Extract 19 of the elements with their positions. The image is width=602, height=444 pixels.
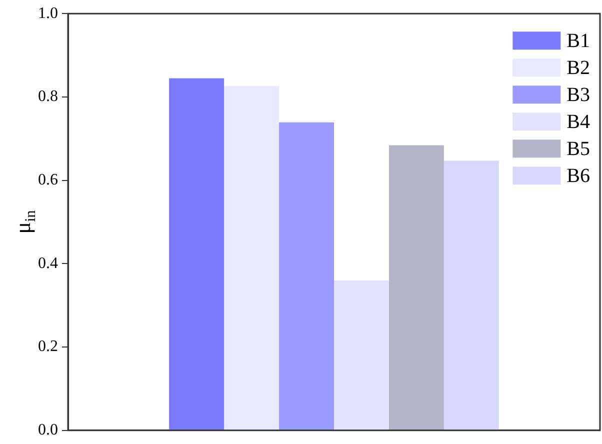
y-tick-label: 1.0 — [38, 4, 58, 22]
bar — [169, 78, 224, 430]
y-tick-label: 0.6 — [38, 172, 58, 189]
legend-label: B2 — [566, 56, 590, 79]
y-tick-label: 0.2 — [38, 338, 58, 356]
legend-label: B6 — [566, 164, 590, 187]
bar — [444, 160, 499, 430]
bar — [279, 122, 334, 430]
y-tick-label: 0.8 — [38, 88, 58, 106]
legend-label: B5 — [566, 138, 590, 160]
bar — [388, 145, 444, 430]
legend-label: B1 — [566, 30, 590, 52]
y-axis-title: μin — [10, 210, 39, 234]
legend-label: B4 — [566, 110, 590, 133]
bar — [334, 280, 389, 430]
bar — [224, 86, 280, 430]
y-tick-label: 0.0 — [38, 422, 58, 439]
y-tick-label: 0.4 — [38, 254, 58, 272]
legend-label: B3 — [566, 84, 590, 106]
